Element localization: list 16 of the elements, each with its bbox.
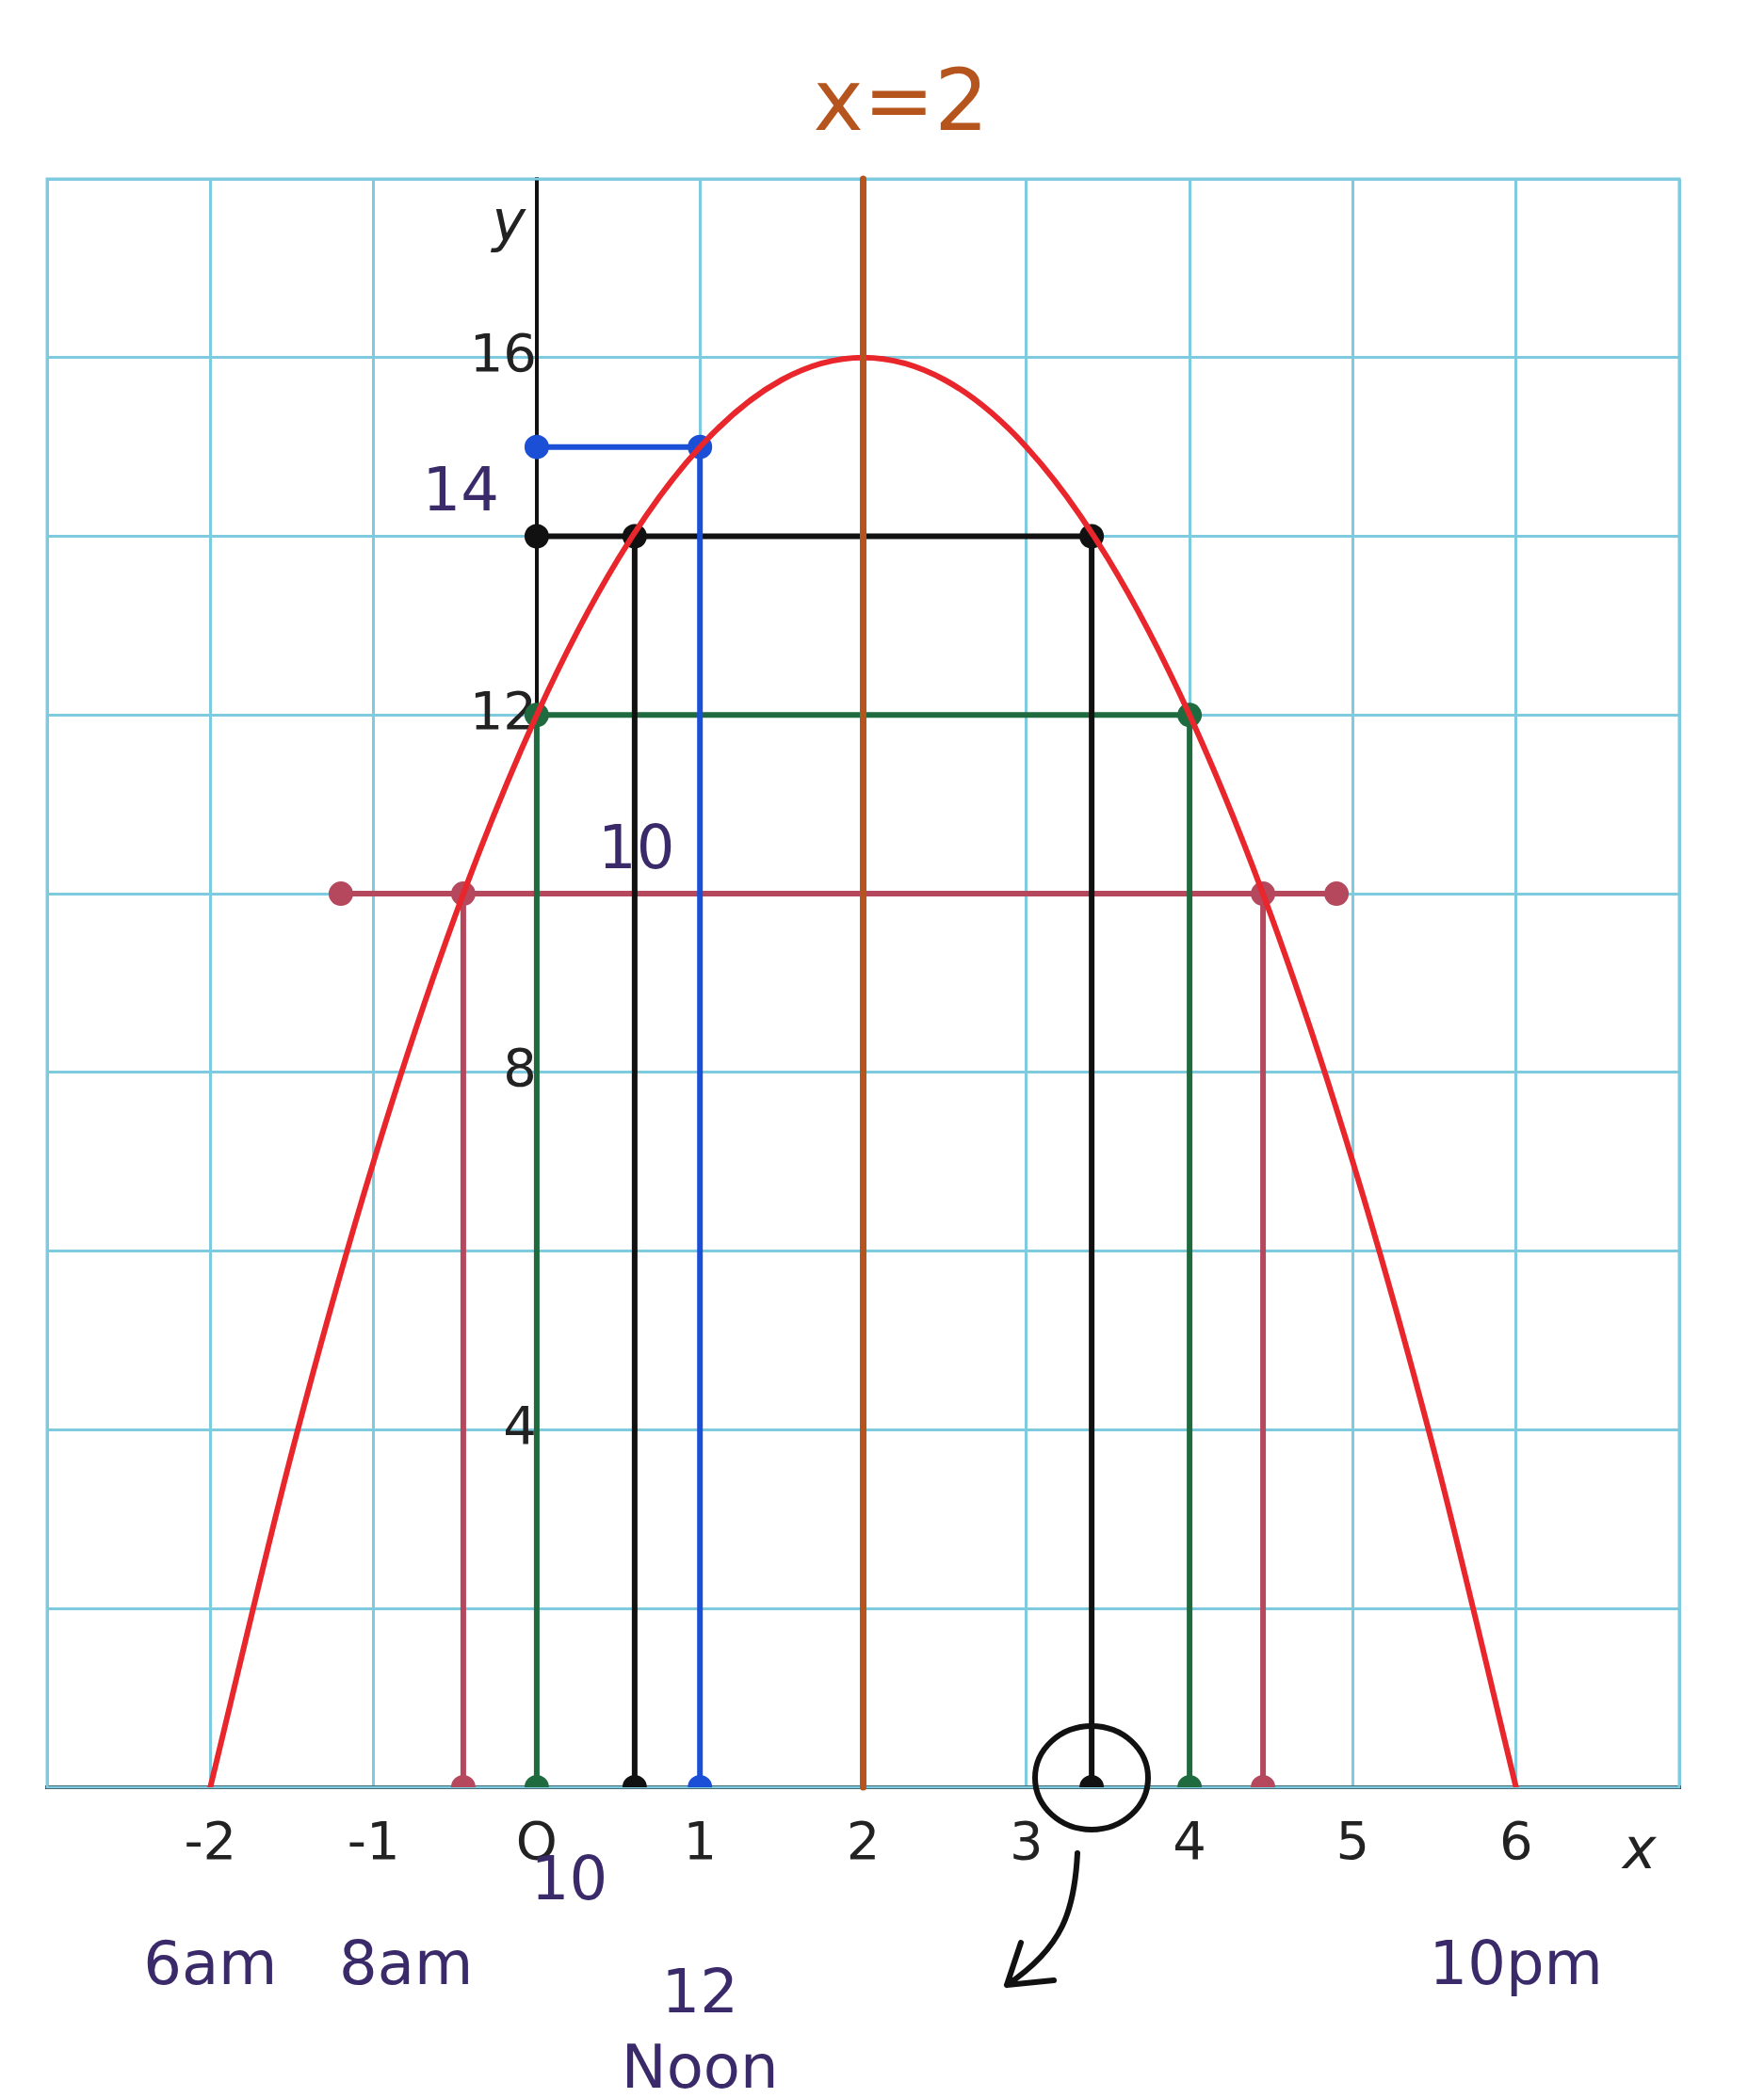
x-tick-label: 5 [1335,1810,1370,1872]
annotation: 12 Noon [621,1956,779,2098]
x-tick-label: -2 [184,1810,237,1872]
ref-line-label: x=2 [813,51,989,151]
annotation: 6am [143,1928,278,1998]
x-tick-label: 6 [1498,1810,1533,1872]
y-axis-title: y [490,187,527,254]
x-axis-title: x [1621,1815,1657,1881]
annotation: 14 [422,455,499,525]
x-tick-label: 2 [846,1810,881,1872]
text: 8am [339,1928,474,1998]
annotation: 10pm [1429,1928,1603,1998]
x-tick-label: 1 [683,1810,718,1872]
x-tick-label: 3 [1009,1810,1044,1872]
x-tick-label: -1 [347,1810,400,1872]
x-tick-label: 4 [1173,1810,1206,1872]
